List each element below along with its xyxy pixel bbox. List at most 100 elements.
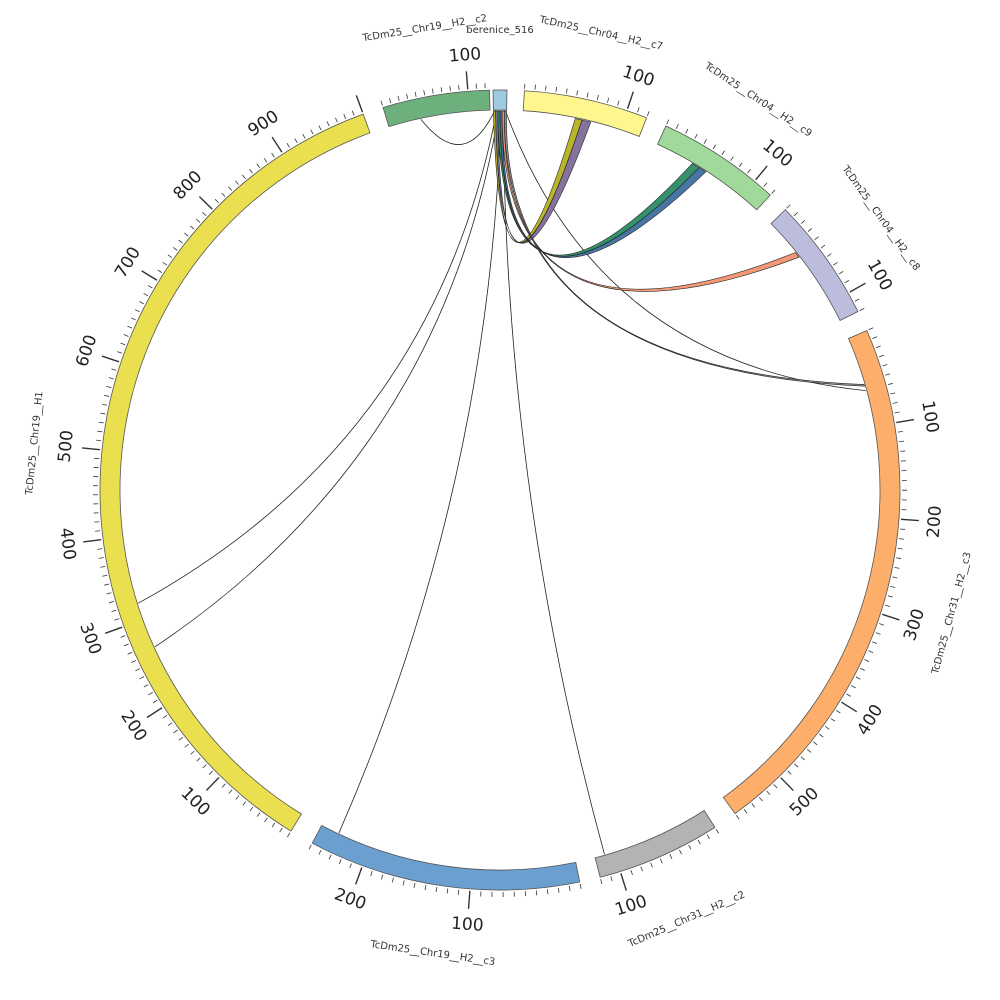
major-tick (355, 95, 364, 113)
minor-tick (380, 100, 383, 106)
minor-tick (807, 228, 813, 232)
minor-tick (703, 139, 707, 144)
minor-tick (868, 650, 874, 654)
minor-tick (640, 866, 643, 872)
minor-tick (413, 882, 416, 888)
minor-tick (894, 411, 900, 414)
minor-tick (800, 220, 806, 224)
minor-tick (646, 111, 650, 117)
minor-tick (263, 158, 268, 163)
minor-tick (824, 726, 830, 730)
minor-tick (131, 317, 136, 321)
minor-tick (98, 557, 104, 559)
minor-tick (600, 879, 603, 885)
minor-tick (104, 583, 110, 586)
minor-tick (557, 887, 560, 893)
minor-tick (868, 327, 874, 331)
minor-tick (106, 386, 112, 389)
segment-label-chr19_h1: TcDm25__Chr19__H1 (24, 391, 45, 497)
segment-chr19_c3 (311, 824, 581, 891)
segment-label-berenice: berenice_516 (466, 25, 533, 36)
minor-tick (882, 364, 888, 367)
tick-label-chr31_c2-100: 100 (613, 891, 650, 920)
minor-tick (679, 849, 682, 855)
minor-tick (449, 86, 451, 92)
ribbon-chr04_c8-4 (501, 110, 800, 292)
major-tick (146, 707, 163, 719)
major-tick (780, 777, 794, 792)
links-layer (138, 110, 866, 855)
minor-tick (892, 402, 898, 404)
minor-tick (607, 97, 610, 103)
minor-tick (100, 566, 106, 568)
minor-tick (735, 814, 740, 820)
minor-tick (123, 334, 129, 337)
minor-tick (111, 609, 117, 612)
minor-tick (435, 886, 438, 893)
segment-chr31_c2 (594, 809, 716, 878)
minor-tick (897, 431, 903, 433)
major-tick (849, 282, 866, 293)
minor-tick (406, 93, 409, 99)
minor-tick (184, 743, 189, 748)
minor-tick (338, 859, 342, 865)
minor-tick (96, 439, 102, 442)
minor-tick (370, 871, 373, 877)
ribbon-chr31_c3-5 (504, 110, 865, 387)
minor-tick (424, 885, 427, 891)
major-tick (755, 165, 768, 181)
major-tick (198, 196, 213, 210)
minor-tick (95, 530, 101, 532)
minor-tick (806, 748, 812, 753)
minor-tick (256, 812, 261, 817)
minor-tick (637, 107, 640, 113)
minor-tick (302, 133, 306, 139)
minor-tick (147, 285, 153, 289)
minor-tick (162, 714, 168, 719)
minor-tick (763, 182, 768, 187)
minor-tick (97, 548, 103, 550)
minor-tick (184, 232, 189, 237)
minor-tick (787, 770, 792, 775)
minor-tick (819, 733, 824, 738)
minor-tick (108, 601, 114, 604)
major-tick (205, 776, 220, 791)
segment-chr31_c3 (722, 329, 901, 815)
tick-label-chr04_c9-100: 100 (758, 136, 796, 172)
minor-tick (106, 592, 112, 595)
link-chr31_c3-5 (505, 110, 866, 392)
minor-tick (328, 854, 332, 860)
major-tick (82, 447, 101, 451)
link-chr19_h1-1 (138, 110, 498, 604)
minor-tick (688, 844, 692, 850)
minor-tick (381, 874, 384, 880)
minor-tick (143, 293, 149, 297)
tick-label-chr31_c3-400: 400 (853, 701, 887, 739)
minor-tick (565, 88, 568, 94)
major-tick (83, 538, 102, 543)
minor-tick (833, 262, 838, 266)
minor-tick (104, 394, 110, 397)
segment-label-chr19_c3: TcDm25__Chr19__H2__c3 (369, 939, 496, 968)
minor-tick (318, 849, 322, 855)
minor-tick (287, 832, 291, 838)
minor-tick (173, 729, 178, 734)
tick-label-chr19_h1-500: 500 (55, 429, 78, 463)
minor-tick (872, 336, 878, 340)
minor-tick (813, 741, 818, 746)
minor-tick (120, 635, 126, 638)
minor-tick (221, 192, 226, 197)
minor-tick (221, 783, 226, 788)
ribbon-chr04_c9-3 (499, 110, 707, 259)
minor-tick (214, 199, 219, 204)
minor-tick (694, 133, 698, 139)
major-tick (882, 613, 900, 621)
minor-tick (706, 834, 710, 840)
minor-tick (820, 244, 826, 249)
minor-tick (897, 547, 903, 550)
tick-label-chr19_c3-200: 200 (331, 884, 368, 914)
major-tick (467, 890, 471, 909)
minor-tick (555, 86, 558, 92)
minor-tick (730, 156, 734, 161)
